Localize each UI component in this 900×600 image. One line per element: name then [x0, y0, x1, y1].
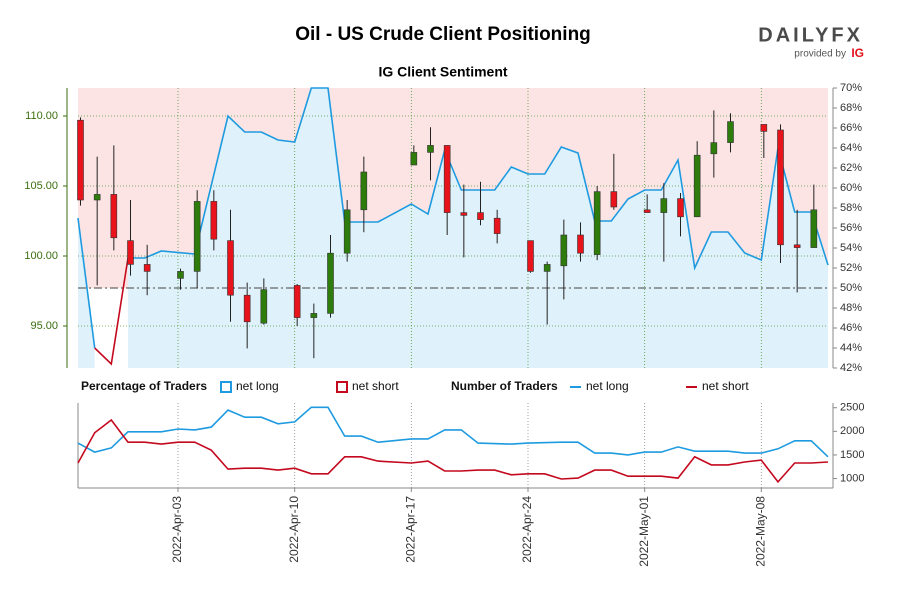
legend-label: net short — [352, 379, 399, 393]
y2-tick-label: 66% — [840, 122, 862, 134]
candle-body — [493, 217, 501, 234]
y2-tick-label: 2500 — [840, 402, 864, 414]
y2-tick-label: 62% — [840, 162, 862, 174]
candle-body — [710, 142, 718, 155]
candle-body — [243, 294, 251, 323]
y2-tick-label: 58% — [840, 202, 862, 214]
candle-body — [660, 198, 668, 213]
legend-swatch — [220, 381, 232, 393]
candle-body — [810, 209, 818, 248]
candle-body — [610, 191, 618, 208]
y2-tick-label: 70% — [840, 82, 862, 94]
candle-body — [443, 145, 451, 213]
legend-label: net short — [702, 379, 749, 393]
y2-tick-label: 60% — [840, 182, 862, 194]
y2-tick-label: 2000 — [840, 425, 864, 437]
candle-body — [193, 201, 201, 272]
legend-title: Number of Traders — [451, 379, 558, 393]
candle-body — [643, 209, 651, 213]
logo-ig: IG — [851, 46, 864, 60]
chart-subtitle: IG Client Sentiment — [378, 64, 507, 80]
y2-tick-label: 64% — [840, 142, 862, 154]
candle-body — [110, 194, 118, 239]
x-tick-label: 2022-Apr-17 — [404, 496, 418, 563]
x-tick-label: 2022-May-08 — [754, 496, 768, 567]
y2-tick-label: 44% — [840, 342, 862, 354]
legend-title: Percentage of Traders — [81, 379, 207, 393]
candle-body — [777, 129, 784, 246]
chart-title: Oil - US Crude Client Positioning — [295, 24, 591, 45]
y-tick-label: 100.00 — [24, 250, 58, 262]
candle-body — [693, 154, 701, 218]
legend-label: net long — [236, 379, 279, 393]
candle-body — [343, 209, 351, 254]
legend-label: net long — [586, 379, 629, 393]
y-tick-label: 105.00 — [24, 180, 58, 192]
candle-body — [127, 240, 134, 265]
candle-body — [793, 244, 801, 248]
candle-body — [577, 234, 584, 254]
y2-tick-label: 1500 — [840, 449, 864, 461]
candle-body — [460, 212, 468, 216]
y2-tick-label: 54% — [840, 242, 862, 254]
line — [77, 418, 829, 484]
line — [77, 406, 829, 458]
y2-tick-label: 1000 — [840, 472, 864, 484]
candle-body — [427, 145, 434, 153]
logo-provided: provided by — [794, 49, 846, 60]
candle-body — [560, 234, 568, 267]
y2-tick-label: 68% — [840, 102, 862, 114]
legend-swatch — [336, 381, 348, 393]
candle-body — [527, 240, 534, 272]
candle-body — [727, 121, 734, 143]
candle-body — [310, 313, 318, 318]
candle-body — [760, 124, 768, 132]
y-tick-label: 110.00 — [25, 110, 58, 122]
candle-body — [477, 212, 484, 220]
y2-tick-label: 42% — [840, 362, 862, 374]
candle-body — [543, 264, 551, 272]
line — [94, 257, 129, 366]
y2-tick-label: 46% — [840, 322, 862, 334]
candle-body — [143, 264, 151, 272]
candle-body — [293, 285, 301, 318]
candle-body — [677, 198, 684, 218]
logo-brand: DAILYFX — [758, 24, 863, 46]
candle-body — [177, 271, 184, 279]
line — [77, 87, 829, 349]
x-tick-label: 2022-Apr-10 — [287, 496, 301, 563]
candle-body — [410, 152, 418, 166]
candle-body — [93, 194, 101, 201]
candle-body — [360, 171, 368, 211]
candle-body — [77, 119, 84, 201]
candle-body — [227, 240, 234, 296]
x-tick-label: 2022-Apr-03 — [170, 496, 184, 563]
y2-tick-label: 48% — [840, 302, 862, 314]
x-tick-label: 2022-May-01 — [637, 496, 651, 567]
y2-tick-label: 50% — [840, 282, 862, 294]
area — [128, 88, 828, 368]
candle-body — [327, 252, 334, 314]
y2-tick-label: 56% — [840, 222, 862, 234]
y2-tick-label: 52% — [840, 262, 862, 274]
candle-body — [260, 289, 268, 324]
y-tick-label: 95.00 — [30, 320, 58, 332]
candle-body — [593, 191, 601, 255]
candle-body — [210, 201, 218, 240]
x-tick-label: 2022-Apr-24 — [520, 496, 534, 563]
